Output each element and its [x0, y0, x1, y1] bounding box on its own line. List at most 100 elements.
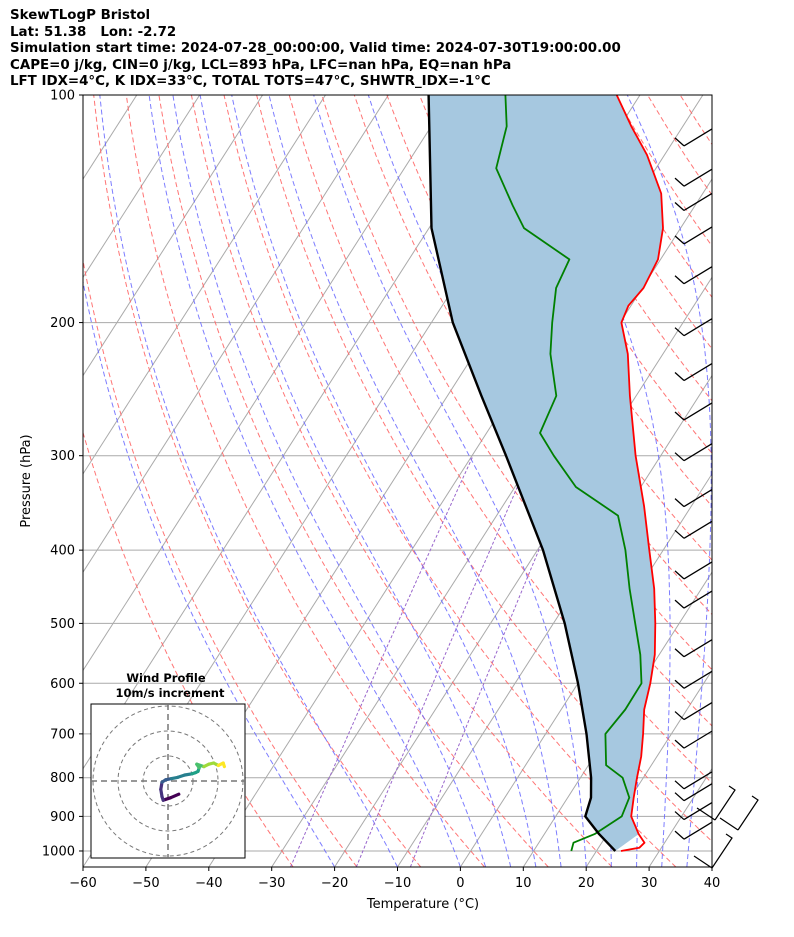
y-tick-label: 500 — [50, 617, 75, 632]
moist-adiabat-line — [199, 95, 512, 867]
dry-adiabat-line — [484, 95, 712, 454]
x-tick-label: −60 — [69, 876, 96, 891]
isotherm-line — [397, 374, 712, 867]
wind-barb — [674, 783, 713, 802]
wind-barb — [674, 192, 713, 212]
wind-barb — [674, 670, 713, 689]
x-tick-label: 40 — [704, 876, 721, 891]
y-axis-label: Pressure (hPa) — [19, 434, 34, 527]
x-tick-label: 30 — [641, 876, 658, 891]
moist-adiabat-line — [313, 95, 587, 867]
isotherm-line — [711, 866, 712, 867]
y-tick-label: 200 — [50, 316, 75, 331]
y-tick-label: 300 — [50, 449, 75, 464]
wind-barb — [674, 802, 713, 821]
isotherm-line — [459, 472, 712, 867]
moist-adiabat-line — [268, 95, 562, 867]
wind-barb — [674, 561, 713, 580]
hodograph — [91, 704, 245, 858]
moist-adiabat-line — [83, 279, 336, 867]
hodograph-inset: Wind Profile 10m/s increment — [90, 671, 246, 859]
temperature-line — [615, 95, 664, 852]
isotherm-line — [83, 95, 389, 574]
x-tick-label: −20 — [321, 876, 348, 891]
cape-area — [428, 95, 663, 851]
wind-barb — [674, 730, 713, 749]
wind-barb — [719, 795, 759, 831]
time-text: Simulation start time: 2024-07-28_00:00:… — [10, 41, 621, 57]
dry-adiabat-line — [256, 95, 712, 843]
x-tick-label: 0 — [456, 876, 464, 891]
wind-barb — [693, 833, 733, 869]
x-tick-label: −30 — [258, 876, 285, 891]
wind-barb — [696, 785, 736, 821]
wind-barbs — [674, 128, 759, 869]
indices-text-2: LFT IDX=4°C, K IDX=33°C, TOTAL TOTS=47°C… — [10, 74, 491, 90]
wind-barb — [674, 520, 713, 539]
dry-adiabat-line — [713, 95, 794, 867]
x-tick-label: −50 — [132, 876, 159, 891]
moist-adiabat-line — [99, 95, 398, 867]
profile-lines — [427, 95, 664, 852]
isotherm-line — [585, 669, 712, 867]
y-tick-label: 900 — [50, 810, 75, 825]
hodo-segment — [221, 761, 226, 769]
wind-barb — [674, 402, 713, 421]
y-tick-label: 400 — [50, 544, 75, 559]
wind-barb — [674, 639, 713, 658]
wind-barb — [674, 443, 713, 462]
wind-barb — [674, 266, 713, 285]
location-text: Lat: 51.38 Lon: -2.72 — [10, 24, 177, 40]
isotherm-line — [648, 767, 712, 867]
y-tick-label: 1000 — [42, 844, 75, 859]
isotherm-line — [83, 95, 452, 672]
x-tick-label: 20 — [578, 876, 595, 891]
y-tick-label: 800 — [50, 771, 75, 786]
chart-title: SkewTLogP Bristol — [10, 8, 151, 23]
x-axis-label: Temperature (°C) — [366, 897, 479, 912]
wind-barb — [674, 318, 713, 337]
moist-adiabat-line — [148, 95, 461, 867]
wind-barb — [674, 362, 713, 382]
wind-barb — [674, 489, 713, 508]
wind-barb — [674, 702, 713, 721]
dry-adiabat-line — [158, 95, 549, 867]
mixing-ratio-line — [290, 455, 474, 867]
dry-adiabat-line — [93, 95, 422, 867]
isotherm-line — [0, 95, 74, 867]
dry-adiabat-line — [83, 430, 294, 867]
mixing-ratio-line — [409, 455, 579, 867]
mixing-ratio-line — [355, 455, 532, 867]
wind-barb — [674, 226, 713, 245]
indices-text-1: CAPE=0 j/kg, CIN=0 j/kg, LCL=893 hPa, LF… — [10, 57, 512, 73]
isotherm-line — [0, 95, 11, 867]
dry-adiabat-line — [83, 257, 358, 867]
wind-barb — [674, 821, 713, 840]
wind-barb — [674, 168, 713, 187]
dry-adiabat-line — [647, 95, 712, 196]
hodo-ring — [117, 730, 219, 832]
dewpoint-line — [495, 95, 643, 852]
moist-adiabat-line — [172, 95, 487, 867]
dry-adiabat-line — [778, 95, 794, 867]
chart-header: SkewTLogP Bristol Lat: 51.38 Lon: -2.72 … — [10, 8, 621, 91]
y-tick-label: 600 — [50, 677, 75, 692]
isotherm-line — [83, 95, 326, 475]
y-tick-label: 700 — [50, 727, 75, 742]
x-tick-label: 10 — [515, 876, 532, 891]
dry-adiabat-line — [190, 95, 613, 867]
dry-adiabat-line — [321, 95, 712, 727]
parcel-line — [427, 95, 617, 852]
inset-subtitle: 10m/s increment — [116, 686, 225, 700]
wind-barb — [674, 128, 713, 147]
dry-adiabat-line — [745, 95, 794, 867]
y-tick-label: 100 — [50, 89, 75, 104]
wind-barb — [674, 590, 713, 609]
isotherm-line — [83, 95, 201, 279]
isotherm-line — [83, 95, 264, 377]
x-tick-label: −10 — [384, 876, 411, 891]
x-tick-label: −40 — [195, 876, 222, 891]
wind-barb — [674, 771, 713, 790]
